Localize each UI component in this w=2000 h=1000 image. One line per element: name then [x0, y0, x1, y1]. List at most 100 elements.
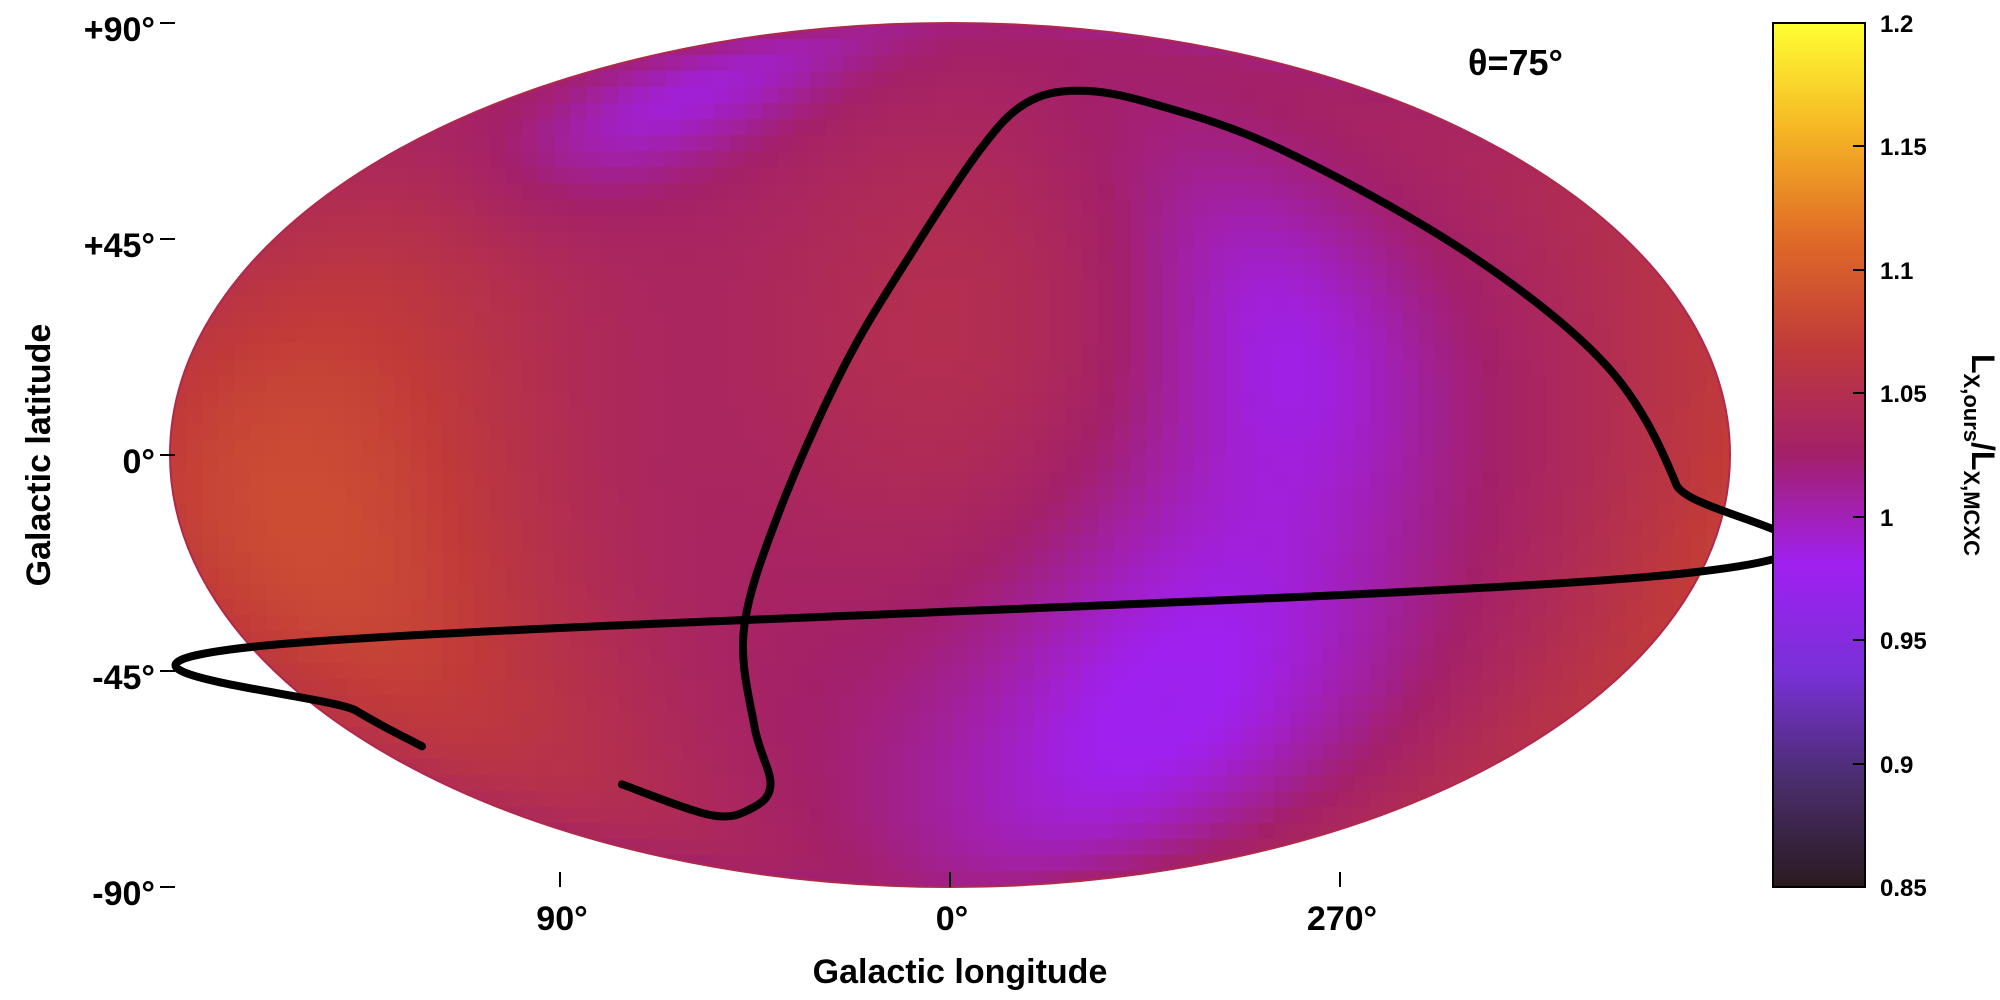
heatmap-cell [1274, 247, 1291, 264]
heatmap-cell [1082, 743, 1099, 760]
heatmap-cell [234, 391, 251, 408]
heatmap-cell [1642, 311, 1659, 328]
heatmap-cell [970, 407, 987, 424]
heatmap-cell [970, 439, 987, 456]
heatmap-cell [346, 375, 363, 392]
heatmap-cell [602, 503, 619, 520]
heatmap-cell [1434, 439, 1451, 456]
heatmap-cell [378, 263, 395, 280]
heatmap-cell [666, 519, 683, 536]
heatmap-cell [618, 631, 635, 648]
heatmap-cell [458, 695, 475, 712]
heatmap-cell [1466, 663, 1483, 680]
heatmap-cell [474, 407, 491, 424]
heatmap-cell [1018, 855, 1035, 872]
heatmap-cell [1546, 519, 1563, 536]
heatmap-cell [458, 807, 475, 824]
heatmap-cell [938, 519, 955, 536]
heatmap-cell [858, 823, 875, 840]
heatmap-cell [730, 295, 747, 312]
heatmap-cell [618, 583, 635, 600]
heatmap-cell [1354, 215, 1371, 232]
heatmap-cell [378, 375, 395, 392]
heatmap-cell [314, 231, 331, 248]
heatmap-cell [522, 135, 539, 152]
heatmap-cell [1258, 87, 1275, 104]
heatmap-cell [714, 407, 731, 424]
heatmap-cell [1194, 199, 1211, 216]
heatmap-cell [1290, 199, 1307, 216]
heatmap-cell [1322, 327, 1339, 344]
heatmap-cell [858, 855, 875, 872]
heatmap-cell [522, 551, 539, 568]
heatmap-cell [1098, 679, 1115, 696]
heatmap-cell [250, 439, 267, 456]
heatmap-cell [634, 631, 651, 648]
heatmap-cell [794, 119, 811, 136]
heatmap-cell [1018, 327, 1035, 344]
heatmap-cell [378, 279, 395, 296]
heatmap-cell [938, 567, 955, 584]
heatmap-cell [1114, 615, 1131, 632]
heatmap-cell [922, 679, 939, 696]
heatmap-cell [1466, 759, 1483, 776]
heatmap-cell [1226, 519, 1243, 536]
heatmap-cell [1002, 583, 1019, 600]
heatmap-cell [938, 583, 955, 600]
heatmap-cell [746, 375, 763, 392]
heatmap-cell [970, 215, 987, 232]
heatmap-cell [698, 55, 715, 72]
heatmap-cell [1546, 391, 1563, 408]
heatmap-cell [426, 103, 443, 120]
colorbar-tick-label: 1.05 [1880, 381, 1927, 408]
heatmap-cell [410, 215, 427, 232]
heatmap-cell [890, 423, 907, 440]
heatmap-cell [618, 695, 635, 712]
heatmap-cell [666, 663, 683, 680]
heatmap-cell [410, 711, 427, 728]
heatmap-cell [1610, 247, 1627, 264]
heatmap-cell [1354, 295, 1371, 312]
heatmap-cell [586, 247, 603, 264]
heatmap-cell [1514, 599, 1531, 616]
heatmap-cell [1162, 615, 1179, 632]
heatmap-cell [1482, 375, 1499, 392]
heatmap-cell [1354, 135, 1371, 152]
heatmap-cell [362, 439, 379, 456]
heatmap-cell [1050, 39, 1067, 56]
heatmap-cell [570, 599, 587, 616]
heatmap-cell [890, 679, 907, 696]
heatmap-cell [1226, 615, 1243, 632]
heatmap-cell [1354, 375, 1371, 392]
heatmap-cell [698, 311, 715, 328]
heatmap-cell [1002, 551, 1019, 568]
heatmap-cell [1146, 631, 1163, 648]
heatmap-cell [1482, 535, 1499, 552]
heatmap-cell [362, 311, 379, 328]
heatmap-cell [698, 455, 715, 472]
heatmap-cell [458, 567, 475, 584]
heatmap-cell [826, 23, 843, 40]
heatmap-cell [634, 263, 651, 280]
heatmap-cell [826, 407, 843, 424]
heatmap-cell [282, 567, 299, 584]
heatmap-cell [730, 423, 747, 440]
heatmap-cell [1226, 135, 1243, 152]
heatmap-cell [282, 663, 299, 680]
heatmap-cell [874, 727, 891, 744]
heatmap-cell [218, 311, 235, 328]
heatmap-cell [1322, 759, 1339, 776]
heatmap-cell [698, 263, 715, 280]
heatmap-cell [1082, 279, 1099, 296]
heatmap-cell [1322, 183, 1339, 200]
heatmap-cell [970, 535, 987, 552]
heatmap-cell [474, 599, 491, 616]
heatmap-cell [410, 247, 427, 264]
heatmap-cell [330, 407, 347, 424]
heatmap-cell [794, 359, 811, 376]
heatmap-cell [826, 279, 843, 296]
heatmap-cell [602, 791, 619, 808]
heatmap-cell [1050, 423, 1067, 440]
heatmap-cell [1578, 263, 1595, 280]
heatmap-cell [810, 327, 827, 344]
